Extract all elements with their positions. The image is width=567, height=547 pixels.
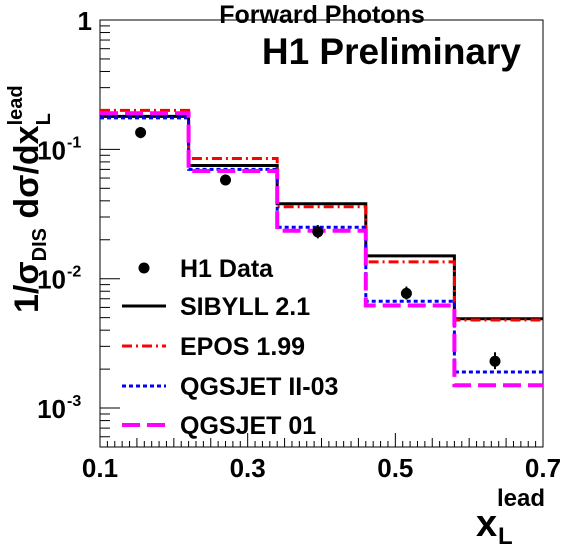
series-sibyll-2-1-line [100,114,543,321]
y-tick-label: 1 [78,6,92,36]
legend-label: EPOS 1.99 [180,333,305,361]
data-point [489,355,501,367]
y-tick-label: 10 [37,394,66,424]
y-axis-label: 1/σDIS dσ/dxlead L [5,85,55,313]
y-axis-label-text: 1/σDIS dσ/dxlead L [5,85,55,313]
x-tick-label: 0.1 [82,453,118,483]
chart-title: Forward Photons [219,1,425,29]
x-axis-label: x [476,503,497,545]
legend-marker-h1-data [138,262,150,274]
y-tick-label-exponent: -2 [67,264,81,281]
data-point [135,126,147,138]
legend-label: QGSJET II-03 [180,373,338,401]
y-tick-label-exponent: -1 [67,134,81,151]
series-qgsjet-ii-03-line [100,116,543,374]
x-tick-label: 0.7 [525,453,561,483]
y-tick-label: 10 [37,265,66,295]
x-axis-label-superscript: lead [497,485,545,512]
legend-label: H1 Data [180,255,274,283]
chart-annotation: H1 Preliminary [262,31,522,72]
y-tick-label: 10 [37,135,66,165]
series-qgsjet-01-line [100,111,543,388]
x-axis-label-subscript: L [498,523,513,547]
x-tick-label: 0.5 [377,453,413,483]
series-epos-1-99-line [100,108,543,322]
legend-label: SIBYLL 2.1 [180,293,310,321]
y-tick-label-exponent: -3 [67,393,81,410]
legend-label: QGSJET 01 [180,412,316,440]
data-point [312,226,324,238]
x-tick-label: 0.3 [230,453,266,483]
data-point [220,174,232,186]
data-point [400,287,412,299]
